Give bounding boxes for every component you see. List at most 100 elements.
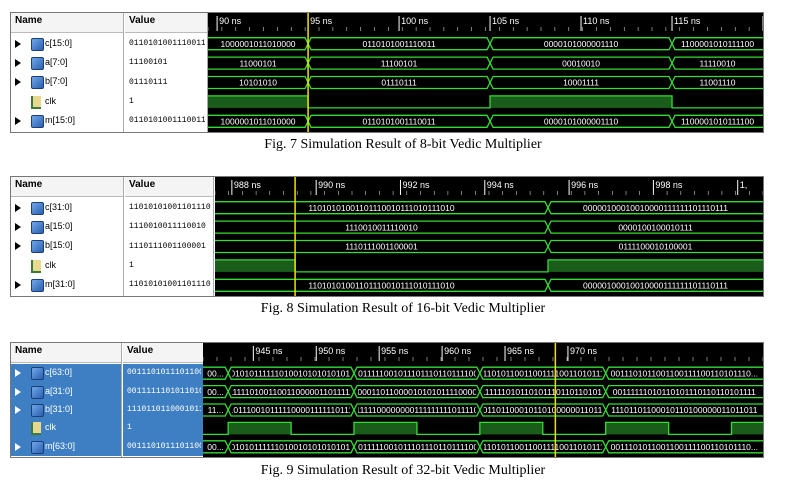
bus-segment-value: 11101101100010110100000011011011: [611, 405, 757, 415]
signal-waveform[interactable]: 1000001011010000 0110101001110011 00001010…: [208, 37, 763, 51]
expand-arrow-icon[interactable]: [15, 78, 21, 87]
signal-name: m[15:0]: [45, 115, 76, 126]
name-column-header[interactable]: Name: [11, 177, 123, 197]
time-tick-label: 100 ns: [401, 16, 429, 26]
signal-waveform[interactable]: 11000101 11100101 00010010 11110010: [208, 56, 763, 70]
signal-waveform[interactable]: 00...00111110100110011000001101111101010…: [203, 384, 763, 399]
expand-arrow-icon[interactable]: [15, 223, 21, 232]
signal-waveform[interactable]: 00...0000101011111101001010101010110...0…: [203, 440, 763, 454]
bus-segment: [307, 37, 491, 51]
signal-value: 1: [129, 260, 134, 270]
signal-row[interactable]: a[15:0]: [11, 217, 123, 236]
time-tick-label: 90 ns: [219, 16, 242, 26]
bus-segment: [489, 37, 673, 51]
signal-waveform[interactable]: 11010101001101110010111010111010 00000100…: [215, 201, 763, 215]
signal-value-panel: Value 0011101011101100111100110101110...…: [123, 343, 204, 457]
signal-row[interactable]: a[31:0]: [11, 382, 121, 401]
signal-row[interactable]: a[7:0]: [11, 53, 123, 72]
signal-waveform[interactable]: [215, 259, 763, 273]
bus-segment-value: 11...: [208, 405, 224, 415]
waveform-window-fig9: Name c[63:0] a[31:0] b[31:0] clk m[63:0] Val…: [10, 342, 764, 458]
expand-arrow-icon[interactable]: [15, 203, 21, 212]
bus-icon: [31, 201, 44, 215]
signal-name: a[7:0]: [45, 57, 68, 68]
bus-segment: [227, 366, 355, 380]
clock-high-fill: [208, 95, 309, 108]
clock-trace: [215, 259, 763, 273]
expand-arrow-icon[interactable]: [15, 387, 21, 396]
name-column-header[interactable]: Name: [11, 343, 121, 363]
signal-waveform[interactable]: 1110010011110010 0000100100010111: [215, 220, 763, 234]
expand-arrow-icon[interactable]: [15, 442, 21, 451]
expand-arrow-icon[interactable]: [15, 405, 21, 414]
bus-icon: [31, 367, 44, 381]
bus-icon: [31, 221, 44, 235]
signal-name: c[63:0]: [45, 367, 73, 378]
bus-segment-value: 0000111110010111011101101111001...: [344, 368, 490, 378]
value-column-header[interactable]: Value: [125, 13, 207, 33]
signal-waveform[interactable]: 00...0000101011111101001010101010110...0…: [203, 366, 763, 380]
signal-waveform[interactable]: 1000001011010000 0110101001110011 00001010…: [208, 114, 763, 128]
name-column-header[interactable]: Name: [11, 13, 123, 33]
waveform-window-fig8: Name c[31:0] a[15:0] b[15:0] clk m[31:0] Val…: [10, 176, 764, 297]
signal-waveform[interactable]: 1110111001100001 0111100010100001: [215, 239, 763, 254]
expand-arrow-icon[interactable]: [15, 59, 21, 68]
signal-waveform[interactable]: [208, 95, 763, 109]
signal-value: 1: [129, 96, 134, 106]
expand-arrow-icon[interactable]: [15, 242, 21, 251]
bus-icon: [31, 76, 44, 90]
value-selection-highlight: [123, 382, 203, 401]
clock-icon: [31, 422, 41, 436]
signal-name: c[15:0]: [45, 37, 73, 48]
bus-segment-value: 10001111: [563, 78, 599, 88]
signal-row[interactable]: clk: [11, 419, 121, 438]
signal-row[interactable]: clk: [11, 92, 123, 111]
expand-arrow-icon[interactable]: [15, 39, 21, 48]
signal-row[interactable]: m[31:0]: [11, 276, 123, 295]
bus-segment: [203, 366, 229, 380]
expand-arrow-icon[interactable]: [15, 369, 21, 378]
signal-row[interactable]: m[15:0]: [11, 112, 123, 131]
bus-segment-value: 0110101001110011: [363, 117, 436, 127]
signal-waveform[interactable]: 11...01101110010111110000111111011100001…: [203, 403, 763, 417]
bus-segment: [671, 56, 763, 70]
signal-row[interactable]: b[31:0]: [11, 400, 121, 420]
bus-segment-value: 11010101001101110010111010111010: [308, 203, 454, 213]
expand-arrow-icon[interactable]: [15, 117, 21, 126]
bus-segment-value: 0110101001110011: [363, 39, 436, 49]
bus-segment: [547, 201, 763, 215]
signal-row[interactable]: c[63:0]: [11, 364, 121, 383]
signal-row[interactable]: c[15:0]: [11, 34, 123, 53]
clock-high-fill: [228, 422, 292, 435]
signal-row[interactable]: b[15:0]: [11, 237, 123, 256]
bus-segment-value: 0000100100010111: [618, 222, 693, 232]
clock-high-fill: [479, 422, 543, 435]
signal-row[interactable]: c[31:0]: [11, 198, 123, 217]
signal-name: b[7:0]: [45, 76, 68, 87]
bus-segment-value: 00010010: [562, 58, 600, 68]
waveform-window-fig7: Name c[15:0] a[7:0] b[7:0] clk m[15:0] Value…: [10, 12, 764, 133]
expand-arrow-icon[interactable]: [15, 281, 21, 290]
waveform-plot[interactable]: 988 ns 990 ns 992 ns 994 ns 996 ns 998 ns 1, 11…: [215, 177, 763, 296]
bus-segment-value: 11001110: [700, 78, 736, 88]
signal-row[interactable]: b[7:0]: [11, 73, 123, 92]
bus-segment-value: 0011101011001100111100110101110...: [469, 442, 616, 452]
value-column-header[interactable]: Value: [125, 177, 213, 197]
signal-waveform[interactable]: [203, 421, 763, 436]
bus-segment-value: 1110111001100001: [345, 242, 418, 252]
waveform-plot[interactable]: 945 ns 950 ns 955 ns 960 ns 965 ns 970 ns 00..…: [203, 343, 763, 457]
bus-segment-value: 0000101011111101001010101010110...: [216, 442, 366, 452]
bus-segment: [489, 114, 673, 128]
signal-waveform[interactable]: 11010101001101110010111010111010 00000100…: [215, 278, 763, 292]
signal-value: 1110111001100001: [129, 241, 206, 251]
bus-segment: [203, 440, 229, 454]
signal-row[interactable]: clk: [11, 256, 123, 275]
clock-icon: [31, 95, 41, 109]
signal-value: 11010101001101110010111010111010: [129, 202, 211, 212]
value-column-header[interactable]: Value: [123, 343, 203, 363]
signal-row[interactable]: m[63:0]: [11, 437, 121, 456]
bus-segment: [605, 366, 763, 380]
time-tick-label: 994 ns: [487, 180, 515, 190]
figure-caption: Fig. 7 Simulation Result of 8-bit Vedic …: [264, 137, 542, 152]
